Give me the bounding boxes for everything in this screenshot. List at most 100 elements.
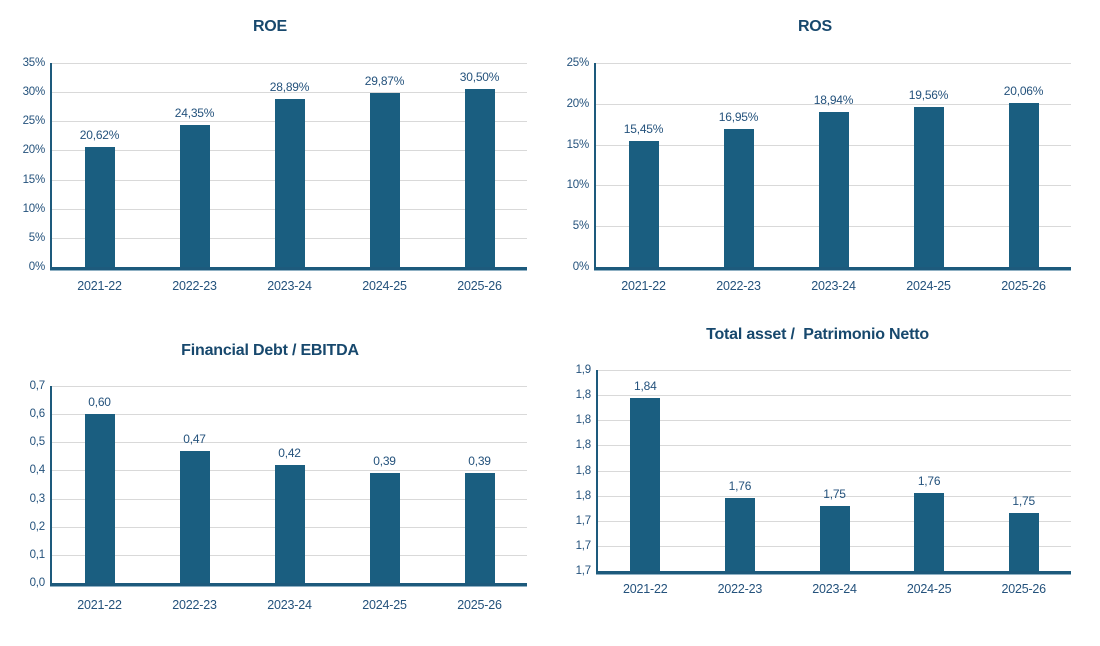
y-axis-tick-label: 0% xyxy=(28,261,45,273)
x-axis-category-label: 2023-24 xyxy=(811,279,856,293)
chart-title: ROE xyxy=(252,18,288,35)
gridline xyxy=(598,395,1071,397)
chart-title: Financial Debt / EBITDA xyxy=(181,342,359,359)
y-axis-tick-label: 15% xyxy=(566,138,590,151)
gridline xyxy=(52,386,527,387)
bar-value-label: 15,45% xyxy=(623,121,664,136)
x-axis-category-label: 2021-22 xyxy=(77,279,122,293)
bar-value-label: 1,75 xyxy=(1012,494,1035,509)
y-axis-tick-label: 20% xyxy=(22,144,46,157)
bar xyxy=(724,498,755,571)
bar-value-label: 16,95% xyxy=(718,109,759,124)
x-axis-category-label: 2024-25 xyxy=(906,582,952,596)
x-axis-category-label: 2022-23 xyxy=(717,582,763,596)
y-axis-tick-label: 1,8 xyxy=(575,464,592,477)
gridline xyxy=(52,63,527,64)
gridline xyxy=(598,370,1071,371)
y-axis-line xyxy=(596,370,598,571)
gridline xyxy=(598,420,1071,422)
y-axis-tick-label: 0,4 xyxy=(29,464,46,477)
x-axis-category-label: 2023-24 xyxy=(267,279,312,293)
bar xyxy=(723,128,754,267)
y-axis-tick-label: 5% xyxy=(28,231,45,244)
y-axis-tick-label: 1,8 xyxy=(575,389,592,402)
y-axis-tick-label: 0,6 xyxy=(29,408,46,421)
gridline xyxy=(596,103,1071,105)
y-axis-tick-label: 1,7 xyxy=(575,514,592,527)
gridline xyxy=(598,495,1071,497)
bar-value-label: 24,35% xyxy=(174,106,215,121)
y-axis-tick-label: 0% xyxy=(572,261,589,273)
y-axis-tick-label: 0,2 xyxy=(29,520,46,533)
bar xyxy=(84,146,115,267)
bar xyxy=(369,92,400,267)
x-axis-category-label: 2024-25 xyxy=(362,279,407,293)
bar xyxy=(914,493,945,571)
bar-value-label: 18,94% xyxy=(813,93,854,108)
bar xyxy=(464,473,495,583)
x-axis-category-label: 2025-26 xyxy=(1001,582,1046,596)
y-axis-tick-label: 0,1 xyxy=(29,548,46,561)
bar-value-label: 1,75 xyxy=(823,486,846,501)
bar-value-label: 28,89% xyxy=(269,79,310,94)
bar xyxy=(819,505,850,571)
bar-value-label: 1,76 xyxy=(728,479,752,494)
gridline xyxy=(598,470,1071,472)
y-axis-tick-label: 0,5 xyxy=(29,436,46,449)
x-axis-category-label: 2022-23 xyxy=(716,279,761,293)
x-axis-category-label: 2021-22 xyxy=(621,279,666,293)
bar-value-label: 0,39 xyxy=(468,454,491,469)
bar-value-label: 0,60 xyxy=(88,395,111,410)
y-axis-tick-label: 0,0 xyxy=(29,577,46,589)
y-axis-tick-label: 1,7 xyxy=(575,565,592,577)
bar xyxy=(274,98,305,267)
y-axis-tick-label: 1,9 xyxy=(575,364,592,376)
x-axis-category-label: 2025-26 xyxy=(1001,279,1046,293)
gridline xyxy=(598,445,1071,447)
bar xyxy=(630,397,661,571)
bar xyxy=(179,450,210,583)
x-axis-category-label: 2022-23 xyxy=(172,279,217,293)
y-axis-tick-label: 25% xyxy=(566,57,590,69)
x-axis-category-label: 2021-22 xyxy=(77,598,122,612)
bar-value-label: 20,62% xyxy=(79,127,120,142)
bar-value-label: 20,06% xyxy=(1003,84,1044,99)
x-axis-line xyxy=(50,583,527,586)
x-axis-category-label: 2024-25 xyxy=(906,279,951,293)
y-axis-tick-label: 15% xyxy=(22,173,46,186)
gridline xyxy=(596,63,1071,64)
x-axis-category-label: 2025-26 xyxy=(457,279,502,293)
bar xyxy=(913,107,944,267)
y-axis-line xyxy=(594,63,596,267)
bar xyxy=(274,464,305,583)
x-axis-category-label: 2023-24 xyxy=(812,582,857,596)
bar xyxy=(179,125,210,267)
bar xyxy=(369,473,400,583)
chart-title: Total asset / Patrimonio Netto xyxy=(706,326,929,343)
y-axis-tick-label: 0,3 xyxy=(29,492,46,505)
bar-value-label: 19,56% xyxy=(908,88,949,103)
gridline xyxy=(52,92,527,94)
bar xyxy=(628,140,659,267)
y-axis-tick-label: 10% xyxy=(566,179,590,192)
bar xyxy=(818,112,849,267)
y-axis-tick-label: 5% xyxy=(572,220,589,233)
bar-value-label: 1,84 xyxy=(634,378,657,393)
y-axis-tick-label: 20% xyxy=(566,97,590,110)
y-axis-tick-label: 1,7 xyxy=(575,539,592,552)
y-axis-line xyxy=(50,63,52,267)
y-axis-tick-label: 10% xyxy=(22,202,46,215)
x-axis-category-label: 2024-25 xyxy=(362,598,407,612)
x-axis-line xyxy=(50,267,527,270)
bar-value-label: 0,47 xyxy=(183,431,206,446)
bar xyxy=(1008,513,1039,571)
bar xyxy=(464,89,495,267)
x-axis-category-label: 2025-26 xyxy=(457,598,502,612)
y-axis-tick-label: 1,8 xyxy=(575,489,592,502)
y-axis-tick-label: 1,8 xyxy=(575,414,592,427)
x-axis-category-label: 2022-23 xyxy=(172,598,217,612)
